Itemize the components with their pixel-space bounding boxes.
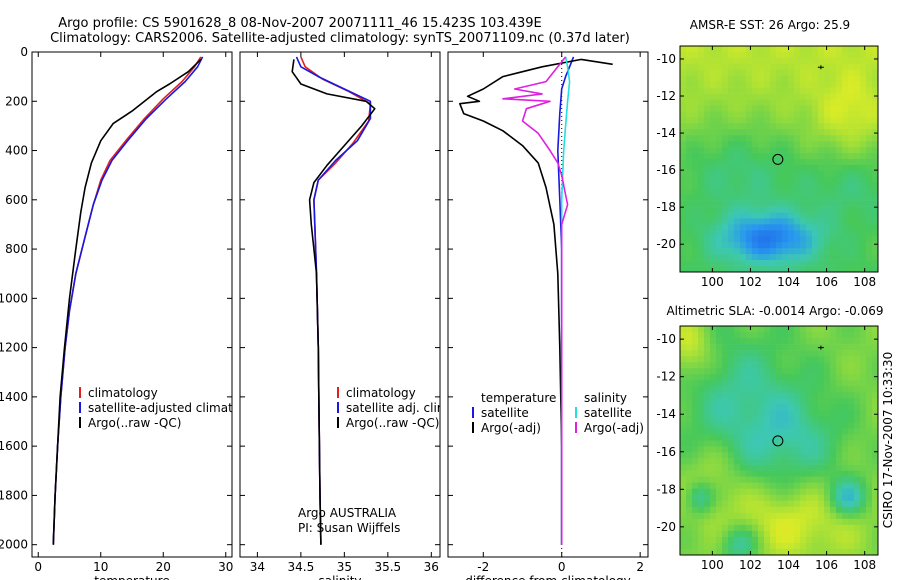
side-label: CSIRO 17-Nov-2007 10:33:30 xyxy=(881,352,895,528)
map-sla: Altimetric SLA: -0.0014 Argo: -0.069 100 1… xyxy=(656,304,883,572)
series-line-argo-raw-qc- xyxy=(52,58,202,545)
map-title: AMSR-E SST: 26 Argo: 25.9 xyxy=(690,18,850,32)
x-tick-label: 34 xyxy=(250,560,265,574)
map-y-tick-label: -12 xyxy=(656,370,676,384)
legend-label: Argo(..raw -QC) xyxy=(88,416,181,430)
x-axis-label: temperature xyxy=(94,574,169,580)
legend-label: satellite xyxy=(481,406,529,420)
series-line-salinity-argo-adj- xyxy=(502,56,569,545)
y-tick-label: 1600 xyxy=(0,439,28,453)
map-x-tick-label: 104 xyxy=(777,275,800,289)
map-y-tick-label: -20 xyxy=(656,520,676,534)
float-position-marker xyxy=(772,435,784,447)
y-tick-label: 600 xyxy=(5,193,28,207)
profile-charts: 0102030temperature0200400600800100012001… xyxy=(0,45,649,580)
y-tick-label: 1000 xyxy=(0,291,28,305)
x-tick-label: 35 xyxy=(337,560,352,574)
chart-annotation: Argo AUSTRALIA xyxy=(298,506,397,520)
plot-area-salinity xyxy=(239,51,441,558)
map-y-tick-label: -10 xyxy=(656,52,676,66)
y-tick-label: 200 xyxy=(5,94,28,108)
legend-group-title: salinity xyxy=(584,391,627,405)
map-x-tick-label: 102 xyxy=(739,275,762,289)
chart-annotation: PI: Susan Wijffels xyxy=(298,521,400,535)
map-title: Altimetric SLA: -0.0014 Argo: -0.069 xyxy=(666,304,883,318)
y-tick-label: 2000 xyxy=(0,538,28,552)
x-tick-label: 0 xyxy=(34,560,42,574)
map-sst: AMSR-E SST: 26 Argo: 25.9 100 102 104 106 108… xyxy=(656,18,879,289)
map-y-tick-label: -12 xyxy=(656,89,676,103)
series-group xyxy=(459,56,613,545)
island-marker xyxy=(817,345,824,350)
x-tick-label: 30 xyxy=(218,560,233,574)
y-tick-label: 1800 xyxy=(0,488,28,502)
series-group xyxy=(52,56,204,545)
legend-label: Argo(-adj) xyxy=(584,421,644,435)
map-y-tick-label: -20 xyxy=(656,237,676,251)
map-y-tick-label: -14 xyxy=(656,407,676,421)
y-tick-label: 800 xyxy=(5,242,28,256)
map-frame xyxy=(679,45,879,273)
map-x-tick-label: 100 xyxy=(701,275,724,289)
y-tick-label: 1400 xyxy=(0,390,28,404)
map-x-tick-label: 102 xyxy=(739,558,762,572)
chart-salinity: 34 34.5 35 35.5 36 salinity climatologysatelli… xyxy=(239,51,452,580)
map-x-tick-label: 108 xyxy=(853,275,876,289)
map-x-tick-label: 104 xyxy=(777,558,800,572)
map-image xyxy=(680,46,879,273)
map-y-tick-label: -18 xyxy=(656,482,676,496)
chart-temperature: 0 10 20 30 temperature 0 200 400 600 800 1000 1200 1… xyxy=(0,45,266,580)
legend-label: satellite xyxy=(584,406,632,420)
map-y-tick-label: -16 xyxy=(656,163,676,177)
legend-group-title: temperature xyxy=(481,391,556,405)
figure-title-line2: Climatology: CARS2006. Satellite-adjuste… xyxy=(50,31,630,46)
map-y-tick-label: -14 xyxy=(656,126,676,140)
x-tick-label: 36 xyxy=(424,560,439,574)
x-tick-label: 10 xyxy=(93,560,108,574)
y-tick-label: 1200 xyxy=(0,341,28,355)
map-image xyxy=(680,326,879,556)
map-frame xyxy=(679,325,879,556)
map-y-tick-label: -16 xyxy=(656,445,676,459)
x-tick-label: 20 xyxy=(156,560,171,574)
y-tick-label: 400 xyxy=(5,144,28,158)
x-tick-label: 2 xyxy=(636,560,644,574)
legend-label: climatology xyxy=(88,386,158,400)
legend-label: Argo(-adj) xyxy=(481,421,541,435)
y-tick-label: 0 xyxy=(20,45,28,59)
map-x-tick-label: 106 xyxy=(815,558,838,572)
x-tick-label: 0 xyxy=(558,560,566,574)
x-axis-label: difference from climatology xyxy=(465,574,631,580)
x-tick-label: 34.5 xyxy=(288,560,315,574)
x-tick-label: -2 xyxy=(477,560,489,574)
x-tick-label: 35.5 xyxy=(374,560,401,574)
plot-area-difference xyxy=(447,51,649,558)
series-line-argo-raw-qc- xyxy=(291,59,376,545)
legend-label: climatology xyxy=(346,386,416,400)
legend-label: Argo(..raw -QC) xyxy=(346,416,439,430)
chart-difference: -2 0 2 difference from climatology temperatu… xyxy=(447,51,649,580)
map-x-tick-label: 106 xyxy=(815,275,838,289)
map-x-tick-label: 108 xyxy=(853,558,876,572)
map-x-tick-label: 100 xyxy=(701,558,724,572)
legend-label: satellite-adjusted climatology xyxy=(88,401,266,415)
series-line-temperature-argo-adj- xyxy=(459,58,613,545)
island-marker xyxy=(817,65,824,70)
map-y-tick-label: -18 xyxy=(656,200,676,214)
legend-label: satellite adj. clim. xyxy=(346,401,452,415)
series-group xyxy=(291,56,376,545)
float-position-marker xyxy=(772,153,784,165)
satellite-maps: AMSR-E SST: 26 Argo: 25.9 100 102 104 106 108… xyxy=(656,18,883,572)
x-axis-label: salinity xyxy=(318,574,361,580)
plot-area-temperature xyxy=(31,51,233,558)
map-y-tick-label: -10 xyxy=(656,332,676,346)
figure-title-line1: Argo profile: CS 5901628_8 08-Nov-2007 2… xyxy=(58,16,542,31)
